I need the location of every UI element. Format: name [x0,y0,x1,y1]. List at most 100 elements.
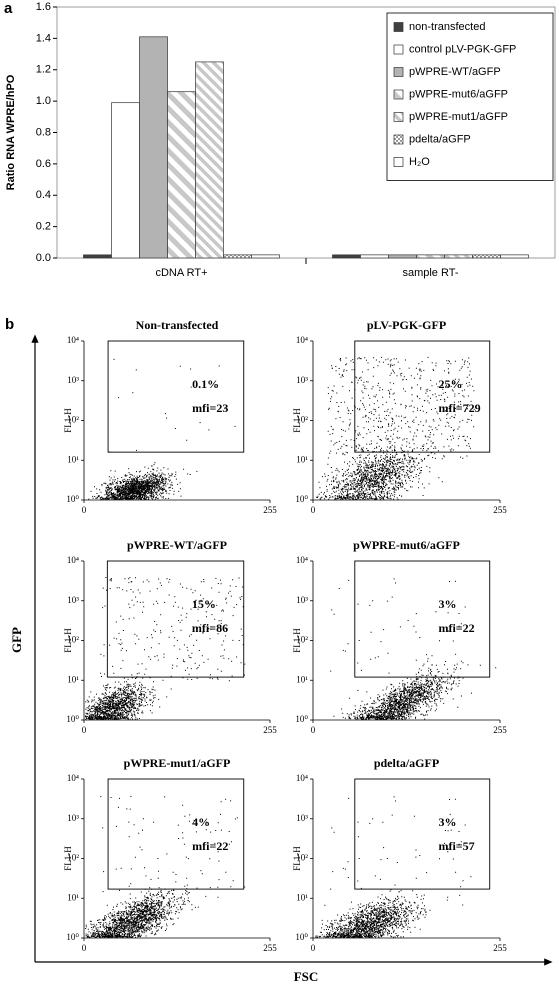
outer-x-label: FSC [294,969,319,984]
y-tick-label: 10⁰ [295,494,308,504]
gate-annotation: mfi=57 [438,839,474,853]
y-tick-label: 10³ [296,813,308,823]
gate-annotation: 3% [438,597,456,611]
y-tick-label: 10⁰ [295,714,308,724]
bar [83,254,112,259]
y-axis-label: FL1-H [63,408,73,433]
y-tick-label: 10³ [67,595,79,605]
gate-annotation: 0.1% [192,377,219,391]
x-tick-label: 255 [263,505,277,515]
legend-label: pWPRE-mut1/aGFP [409,111,508,123]
event-cloud [315,356,475,500]
gate-annotation: 4% [192,815,210,829]
gate [107,340,245,453]
panel-label: b [5,316,14,333]
legend-swatch [393,134,404,145]
bar [444,254,473,259]
y-tick-label: 10⁴ [67,773,79,783]
y-tick-label: 10³ [296,375,308,385]
axis-line [83,341,270,501]
y-axis-label: FL1-H [292,628,302,653]
y-tick-label: 10² [296,853,308,863]
y-tick-label: 0.4 [36,189,51,201]
legend-swatch [393,112,404,122]
legend-label: pdelta/aGFP [409,133,471,145]
legend-box [386,12,554,181]
y-tick-label: 1.6 [36,1,51,13]
y-axis-label: Ratio RNA WPRE/hPO [5,74,17,190]
y-tick-label: 10⁰ [66,932,79,942]
bar [139,36,168,259]
legend-swatch [393,157,404,167]
y-tick-label: 10⁰ [295,932,308,942]
x-tick-label: 255 [493,725,507,735]
y-axis-label: FL1-H [63,628,73,653]
y-tick-label: 10² [296,635,308,645]
y-axis-label: FL1-H [63,846,73,871]
bar [360,254,389,259]
legend-swatch [393,44,404,55]
event-cloud [85,796,246,938]
x-tick-label: 0 [82,943,87,953]
event-cloud [85,577,246,720]
y-tick-label: 10¹ [296,454,308,464]
legend-label: pWPRE-WT/aGFP [409,66,501,78]
x-tick-label: 255 [263,725,277,735]
y-tick-label: 10⁴ [296,773,308,783]
x-tick-label: 0 [82,505,87,515]
bar [472,254,501,259]
y-tick-label: 1.4 [36,32,51,44]
legend-swatch [393,67,404,77]
bar [167,91,196,259]
plot-title: pWPRE-mut1/aGFP [124,756,231,770]
x-tick-label: 0 [82,725,87,735]
gate-annotation: mfi=86 [192,621,228,635]
y-tick-label: 10¹ [67,674,79,684]
legend-label: H₂O [409,156,430,168]
bar [416,254,445,259]
outer-y-label: GFP [9,627,24,653]
y-tick-label: 0.6 [36,158,51,170]
x-tick-label: sample RT- [402,267,458,279]
x-tick-label: cDNA RT+ [155,267,207,279]
y-tick-label: 0.8 [36,126,51,138]
y-tick-label: 0.0 [36,252,51,264]
y-tick-label: 10⁴ [67,555,79,565]
y-tick-label: 10⁴ [296,335,308,345]
y-tick-label: 10³ [296,595,308,605]
y-tick-label: 10² [67,415,79,425]
gate [354,340,491,453]
gate [107,778,245,890]
plot-title: pWPRE-mut6/aGFP [353,538,460,552]
legend-label: control pLV-PGK-GFP [409,43,516,55]
x-tick-label: 255 [263,943,277,953]
y-tick-label: 10¹ [67,892,79,902]
y-tick-label: 10³ [67,813,79,823]
y-tick-label: 10⁰ [66,494,79,504]
bar [195,61,224,259]
y-tick-label: 10² [296,415,308,425]
y-tick-label: 0.2 [36,221,51,233]
x-tick-label: 0 [311,943,316,953]
y-tick-label: 10³ [67,375,79,385]
bar [111,102,140,259]
x-tick-label: 0 [311,725,316,735]
plot-title: pWPRE-WT/aGFP [127,538,227,552]
bar [251,254,280,259]
y-tick-label: 10¹ [296,892,308,902]
bar [500,254,529,259]
y-tick-label: 10⁴ [67,335,79,345]
gate [106,560,245,678]
y-tick-label: 10² [67,853,79,863]
y-axis-label: FL1-H [292,408,302,433]
legend-label: non-transfected [409,21,485,33]
x-tick-label: 255 [493,943,507,953]
gate-annotation: mfi=22 [438,621,474,635]
y-axis-label: FL1-H [292,846,302,871]
y-tick-label: 10¹ [296,674,308,684]
y-tick-label: 10¹ [67,454,79,464]
event-cloud [315,796,472,938]
legend-label: pWPRE-mut6/aGFP [409,88,508,100]
